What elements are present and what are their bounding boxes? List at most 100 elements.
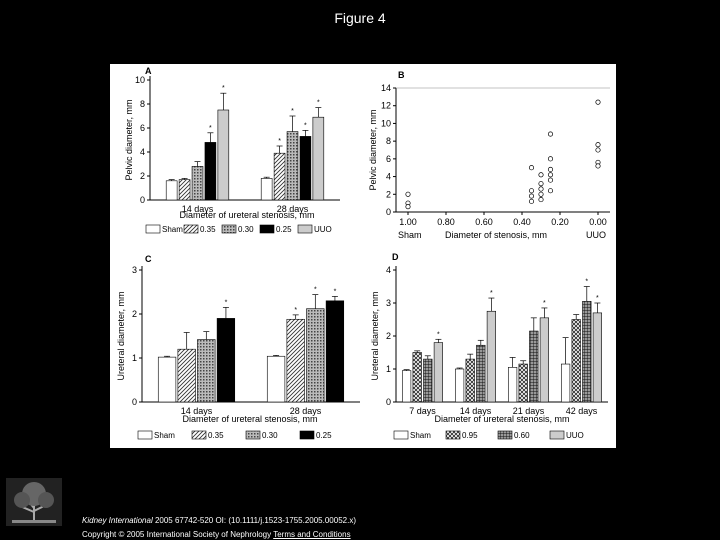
- panel-d-chart: D 0 1 2 3 4 Ureteral diameter, mm * 7 days * 14 da…: [370, 252, 608, 440]
- legend-label: 0.25: [276, 225, 292, 234]
- bar: [165, 180, 178, 201]
- bar: [529, 330, 539, 403]
- bar: [157, 356, 177, 403]
- bar: [216, 318, 236, 403]
- x-tick-label: 0.20: [551, 217, 569, 227]
- data-point: [405, 204, 411, 210]
- panel-letter: D: [392, 252, 399, 262]
- y-tick-label: 2: [386, 189, 391, 199]
- data-point: [547, 177, 554, 183]
- data-point: [538, 197, 544, 203]
- y-tick-label: 12: [381, 101, 391, 111]
- y-tick-label: 0: [386, 397, 391, 407]
- x-category-label: 14 days: [460, 406, 492, 416]
- data-point: [547, 156, 554, 162]
- legend-label: 0.25: [316, 431, 332, 440]
- bar: [486, 310, 497, 403]
- significance-star: *: [585, 279, 588, 286]
- significance-star: *: [334, 288, 337, 295]
- data-point: [528, 188, 535, 194]
- legend-swatch: [191, 430, 207, 440]
- legend-swatch: [445, 430, 461, 440]
- x-category-label: 42 days: [566, 406, 598, 416]
- data-point: [595, 99, 601, 105]
- citation-line: Kidney International 2005 67742-520 OI: …: [82, 516, 356, 525]
- significance-star: *: [314, 287, 317, 294]
- legend-label: 0.35: [200, 225, 216, 234]
- y-tick-label: 10: [135, 75, 145, 85]
- y-tick-label: 2: [132, 309, 137, 319]
- bar: [266, 355, 286, 403]
- y-axis-label: Pelvic diameter, mm: [368, 109, 378, 190]
- bar: [412, 352, 422, 403]
- data-point: [405, 191, 411, 197]
- elsevier-logo: ELSEVIER: [6, 478, 62, 537]
- panel-letter: B: [398, 70, 405, 80]
- legend-label: 0.35: [208, 431, 224, 440]
- legend-label: 0.60: [514, 431, 530, 440]
- significance-star: *: [291, 108, 294, 115]
- y-tick-label: 3: [132, 265, 137, 275]
- legend-swatch: [245, 430, 261, 440]
- bar: [286, 318, 305, 403]
- y-axis-label: Ureteral diameter, mm: [116, 291, 126, 380]
- figure-panel: A 0 2 4 6 8 10 Pelvic diameter, mm * * 14 days * * * *…: [110, 64, 616, 448]
- significance-star: *: [437, 331, 440, 338]
- bar: [197, 339, 216, 403]
- data-point: [595, 163, 601, 169]
- legend-swatch: [221, 224, 237, 234]
- bar: [286, 131, 299, 201]
- legend-label: Sham: [154, 431, 175, 440]
- y-tick-label: 2: [140, 171, 145, 181]
- x-axis-label: Diameter of ureteral stenosis, mm: [434, 414, 569, 424]
- bar: [217, 109, 230, 201]
- citation-details: 2005 67742-520 OI: (10.1111/j.1523-1755.…: [152, 516, 356, 525]
- data-point: [547, 131, 554, 137]
- y-tick-label: 3: [386, 298, 391, 308]
- bar: [571, 319, 581, 403]
- bar: [433, 342, 444, 403]
- x-category-label: 14 days: [181, 406, 213, 416]
- significance-star: *: [222, 85, 225, 92]
- bar: [582, 301, 592, 403]
- x-category-label: 21 days: [513, 406, 545, 416]
- data-point: [538, 172, 544, 178]
- data-point: [538, 181, 544, 187]
- bar: [560, 363, 571, 403]
- x-axis-label: Diameter of ureteral stenosis, mm: [179, 210, 314, 220]
- bar: [401, 370, 412, 403]
- bar: [507, 367, 518, 403]
- y-tick-label: 0: [140, 195, 145, 205]
- legend-swatch: [145, 224, 161, 234]
- bar: [191, 166, 204, 201]
- y-tick-label: 2: [386, 331, 391, 341]
- y-tick-label: 0: [386, 207, 391, 217]
- x-tick-label: 0.00: [589, 217, 607, 227]
- x-right-end-label: UUO: [586, 230, 606, 240]
- legend-label: UUO: [566, 431, 584, 440]
- bar: [518, 363, 528, 403]
- bar: [592, 312, 603, 403]
- bar: [204, 142, 217, 201]
- legend-label: Sham: [162, 225, 183, 234]
- legend-swatch: [497, 430, 513, 440]
- legend-label: 0.30: [238, 225, 254, 234]
- terms-link[interactable]: Terms and Conditions: [273, 530, 351, 539]
- page-title: Figure 4: [334, 10, 386, 26]
- bar: [260, 178, 273, 201]
- x-category-label: 28 days: [277, 204, 309, 214]
- significance-star: *: [304, 122, 307, 129]
- y-tick-label: 6: [140, 123, 145, 133]
- y-axis-label: Ureteral diameter, mm: [370, 291, 380, 380]
- legend-swatch: [297, 224, 313, 234]
- legend-swatch: [299, 430, 315, 440]
- x-tick-label: 1.00: [399, 217, 417, 227]
- data-point: [538, 186, 544, 192]
- copyright-line: Copyright © 2005 International Society o…: [82, 530, 351, 539]
- legend-swatch: [259, 224, 275, 234]
- data-point: [595, 147, 601, 153]
- bar: [476, 344, 486, 403]
- legend-swatch: [137, 430, 153, 440]
- bar: [178, 179, 191, 201]
